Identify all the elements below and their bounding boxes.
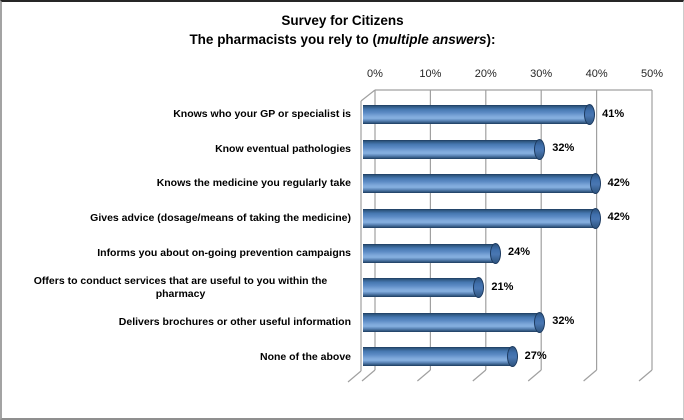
gridline-foot-0 (361, 369, 376, 382)
category-label-text: Delivers brochures or other useful infor… (118, 315, 351, 328)
bar-end-cap (584, 104, 596, 125)
data-label: 32% (552, 315, 575, 328)
x-tick-label-10%: 10% (419, 68, 442, 80)
category-label-text: Gives advice (dosage/means of taking the… (90, 212, 351, 224)
bar-32% (363, 311, 546, 333)
bar-21% (363, 277, 485, 299)
category-label-text: Knows who your GP or specialist is (173, 108, 351, 121)
gridline-foot-50 (638, 369, 653, 382)
subtitle-prefix: The pharmacists you rely to ( (189, 32, 377, 47)
data-label: 21% (491, 280, 514, 293)
bar-41% (363, 104, 596, 125)
category-label: Delivers brochures or other useful infor… (10, 306, 351, 338)
bar-end-cap (506, 346, 518, 368)
category-label-text: Informs you about on-going prevention ca… (97, 246, 351, 259)
bar-end-cap (534, 311, 546, 333)
bar-32% (363, 138, 546, 160)
data-label: 27% (524, 349, 547, 362)
left-wall-top-edge (360, 89, 376, 102)
data-label: 24% (507, 246, 530, 259)
category-label: Gives advice (dosage/means of taking the… (10, 202, 351, 234)
subtitle-suffix: ): (486, 32, 496, 47)
bar-end-cap (534, 138, 546, 160)
x-tick-label-50%: 50% (640, 68, 664, 80)
category-label-text: Knows the medicine you regularly take (156, 177, 351, 190)
bar-42% (363, 207, 601, 229)
bar-end-cap (589, 173, 601, 195)
data-label: 32% (552, 142, 575, 155)
x-tick-label-30%: 30% (530, 68, 553, 80)
category-label: Offers to conduct services that are usef… (10, 272, 351, 304)
bar-end-cap (473, 277, 485, 299)
bar-end-cap (489, 242, 501, 264)
data-label: 41% (602, 107, 625, 120)
category-label: Know eventual pathologies (10, 133, 351, 165)
bar-27% (363, 346, 518, 368)
gridline-foot-30 (527, 369, 542, 382)
data-label: 42% (607, 176, 630, 189)
category-label-text: None of the above (259, 350, 351, 363)
data-label: 42% (607, 211, 630, 224)
chart-subtitle: The pharmacists you rely to (multiple an… (2, 32, 683, 47)
chart-title: Survey for Citizens (281, 13, 404, 28)
gridline-foot-20 (472, 369, 487, 382)
x-tick-label-40%: 40% (585, 68, 608, 80)
gridline-foot-40 (583, 369, 597, 382)
category-label: Informs you about on-going prevention ca… (10, 237, 351, 269)
category-label: None of the above (10, 341, 351, 373)
bar-42% (363, 173, 601, 195)
category-label: Knows the medicine you regularly take (10, 168, 351, 200)
x-tick-label-0%: 0% (367, 68, 383, 80)
subtitle-italic: multiple answers (377, 32, 487, 47)
bar-24% (363, 242, 501, 264)
category-label-text: Know eventual pathologies (215, 142, 351, 155)
category-label: Knows who your GP or specialist is (10, 99, 351, 131)
bar-end-cap (589, 207, 601, 229)
category-label-text: Offers to conduct services that are usef… (33, 274, 328, 300)
x-tick-label-20%: 20% (474, 68, 497, 80)
gridline-foot-10 (417, 369, 431, 382)
